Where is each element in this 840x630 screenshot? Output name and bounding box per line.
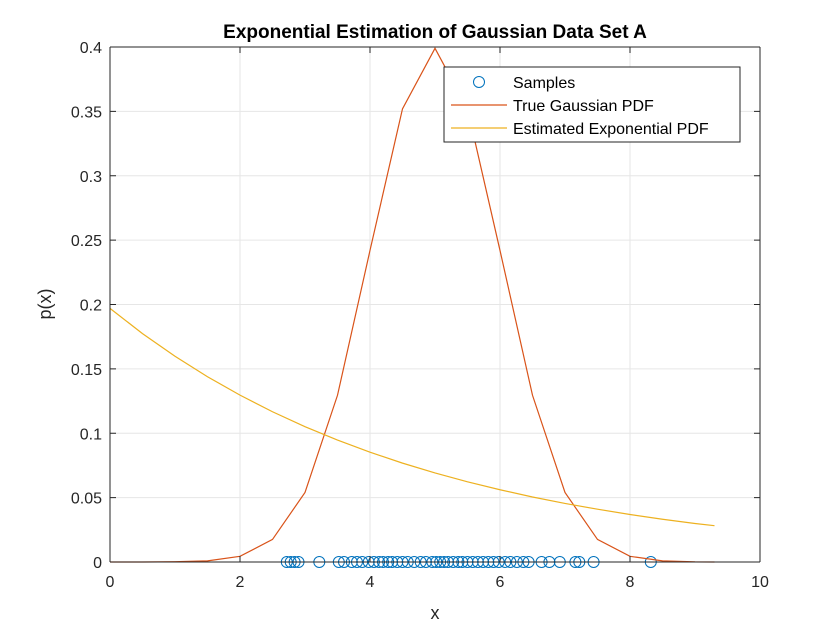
chart-title: Exponential Estimation of Gaussian Data … bbox=[223, 22, 647, 43]
x-tick-label: 0 bbox=[106, 574, 115, 591]
y-tick-label: 0.1 bbox=[80, 426, 102, 443]
y-tick-label: 0.3 bbox=[80, 169, 102, 186]
y-tick-label: 0.15 bbox=[71, 362, 102, 379]
x-tick-label: 4 bbox=[366, 574, 375, 591]
axes bbox=[109, 46, 761, 563]
y-axis-label: p(x) bbox=[35, 289, 55, 320]
legend-label-samples: Samples bbox=[513, 75, 575, 92]
x-tick-label: 6 bbox=[496, 574, 505, 591]
x-tick-label: 10 bbox=[751, 574, 769, 591]
x-tick-label: 2 bbox=[236, 574, 245, 591]
tick-labels: 0 2 4 6 8 10 0 0.05 0.1 0.15 0.2 0.25 0.3 0.35 0.4 bbox=[71, 40, 769, 591]
legend: Samples True Gaussian PDF Estimated Expone… bbox=[443, 66, 741, 143]
true-gaussian-pdf-line bbox=[110, 47, 715, 563]
x-axis-label: x bbox=[431, 603, 440, 623]
estimated-exponential-pdf-line bbox=[109, 307, 715, 527]
y-tick-label: 0.2 bbox=[80, 298, 102, 315]
legend-label-true-gaussian-pdf: True Gaussian PDF bbox=[513, 98, 654, 115]
y-tick-label: 0.05 bbox=[71, 491, 102, 508]
y-tick-label: 0 bbox=[93, 555, 102, 572]
y-tick-label: 0.4 bbox=[80, 40, 102, 57]
y-tick-label: 0.25 bbox=[71, 233, 102, 250]
legend-label-estimated-exponential-pdf: Estimated Exponential PDF bbox=[513, 121, 709, 138]
y-tick-label: 0.35 bbox=[71, 104, 102, 121]
x-tick-label: 8 bbox=[626, 574, 635, 591]
legend-swatch-samples bbox=[473, 76, 485, 88]
